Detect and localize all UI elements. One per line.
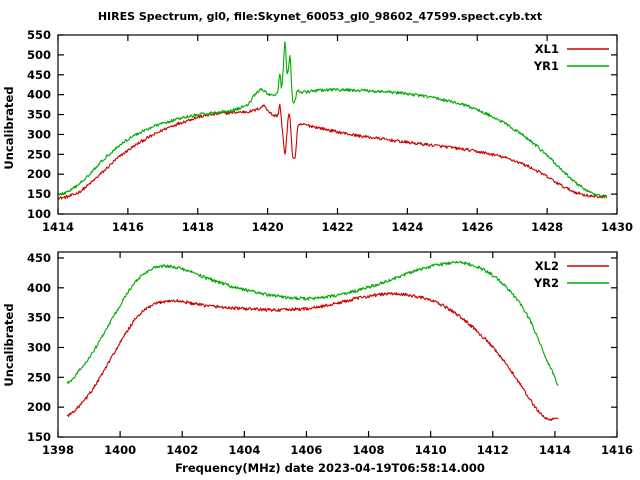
y-tick-label: 200 xyxy=(27,400,51,414)
y-tick-label: 100 xyxy=(27,207,51,221)
trace-layer xyxy=(66,260,559,421)
x-tick-label: 1428 xyxy=(531,220,563,234)
y-tick-label: 150 xyxy=(27,187,51,201)
x-tick-label: 1416 xyxy=(601,443,633,457)
top-panel: 1414 1416 1418 1420 1422 1424 1426 1428 1430 100 1… xyxy=(27,28,633,234)
y-tick-label: 250 xyxy=(27,147,51,161)
y-tick-label: 350 xyxy=(27,108,51,122)
x-tick-label: 1404 xyxy=(228,443,260,457)
y-tick-label: 500 xyxy=(27,48,51,62)
x-tick-label: 1416 xyxy=(112,220,144,234)
x-tick-label: 1414 xyxy=(42,220,74,234)
x-tick-label: 1408 xyxy=(353,443,385,457)
legend-label-xl2: XL2 xyxy=(535,259,559,273)
x-tick-label: 1400 xyxy=(104,443,136,457)
x-tick-label: 1412 xyxy=(477,443,509,457)
y-tick-label: 400 xyxy=(27,88,51,102)
x-tick-label: 1422 xyxy=(321,220,353,234)
legend-label-xl1: XL1 xyxy=(535,42,559,56)
x-tick-label: 1424 xyxy=(391,220,423,234)
y-tick-label: 250 xyxy=(27,370,51,384)
trace-xl1 xyxy=(58,103,608,201)
trace-yr1 xyxy=(58,41,608,198)
trace-layer xyxy=(58,41,608,201)
y-tick-label: 400 xyxy=(27,281,51,295)
y-tick-label: 450 xyxy=(27,68,51,82)
x-tick-label: 1410 xyxy=(415,443,447,457)
plot-frame xyxy=(57,251,618,438)
top-panel-y-axis-label: Uncalibrated xyxy=(2,86,16,169)
x-tick-label: 1418 xyxy=(182,220,214,234)
x-tick-label: 1402 xyxy=(166,443,198,457)
x-tick-label: 1426 xyxy=(461,220,493,234)
x-tick-label: 1406 xyxy=(290,443,322,457)
x-tick-label: 1414 xyxy=(539,443,571,457)
y-tick-label: 150 xyxy=(27,430,51,444)
trace-xl2 xyxy=(66,292,559,421)
y-tick-label: 350 xyxy=(27,311,51,325)
legend-label-yr2: YR2 xyxy=(533,276,559,290)
y-tick-label: 300 xyxy=(27,340,51,354)
figure-title: HIRES Spectrum, gl0, file:Skynet_60053_g… xyxy=(98,10,542,23)
x-tick-label: 1398 xyxy=(42,443,74,457)
x-axis-label: Frequency(MHz) date 2023-04-19T06:58:14.… xyxy=(175,461,485,475)
bottom-panel: 1398 1400 1402 1404 1406 1408 1410 1412 1414 1416… xyxy=(27,251,633,457)
y-tick-label: 300 xyxy=(27,127,51,141)
bottom-panel-y-axis-label: Uncalibrated xyxy=(2,303,16,386)
y-tick-label: 550 xyxy=(27,28,51,42)
y-tick-label: 450 xyxy=(27,251,51,265)
y-tick-label: 200 xyxy=(27,167,51,181)
x-tick-label: 1420 xyxy=(252,220,284,234)
trace-yr2 xyxy=(66,260,559,386)
legend-label-yr1: YR1 xyxy=(533,59,559,73)
x-tick-label: 1430 xyxy=(601,220,633,234)
